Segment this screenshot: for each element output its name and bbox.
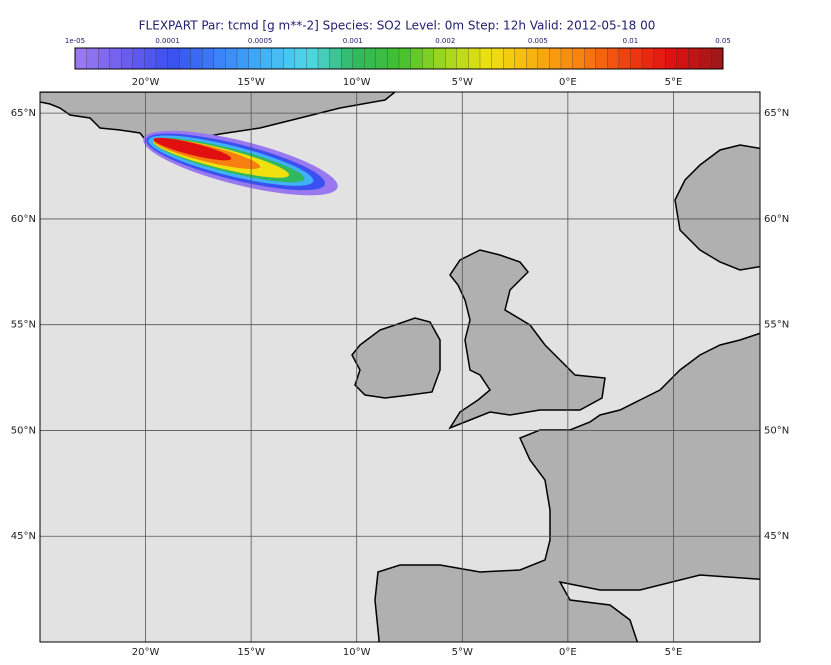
lat-label: 50°N [764, 425, 789, 436]
lat-label: 50°N [11, 425, 36, 436]
lon-label: 20°W [132, 77, 160, 88]
colorbar-cell [491, 47, 504, 70]
lat-label: 60°N [11, 214, 36, 225]
colorbar-cell [595, 47, 608, 70]
colorbar-cell [468, 47, 481, 70]
colorbar-cell [410, 47, 423, 70]
colorbar-cell [352, 47, 365, 70]
colorbar-cell [317, 47, 331, 70]
colorbar-label: 1e-05 [65, 37, 85, 45]
colorbar-cell [699, 47, 712, 70]
colorbar-label: 0.01 [623, 37, 639, 45]
colorbar-cell [167, 47, 180, 70]
ireland [351, 317, 441, 399]
colorbar-label: 0.002 [435, 37, 455, 45]
colorbar-cell [74, 47, 88, 70]
colorbar-cell [653, 47, 666, 70]
lon-label: 5°E [665, 647, 683, 658]
norway [674, 144, 760, 271]
lon-label: 0°E [559, 77, 577, 88]
colorbar-cell [688, 47, 701, 70]
colorbar-cell [514, 47, 527, 70]
colorbar-cell [433, 47, 446, 70]
colorbar-cell [178, 47, 192, 70]
title: FLEXPART Par: tcmd [g m**-2] Species: SO… [139, 19, 656, 33]
colorbar-cell [283, 47, 296, 70]
plume [143, 130, 338, 196]
colorbar-cell [213, 47, 226, 70]
lat-label: 45°N [764, 531, 789, 542]
colorbar-cell [259, 47, 273, 70]
lon-label: 5°W [452, 77, 473, 88]
map [40, 92, 760, 642]
colorbar-cell [572, 47, 585, 70]
colorbar-cell [271, 47, 284, 70]
lat-label: 65°N [764, 108, 789, 119]
colorbar-label: 0.0005 [248, 37, 273, 45]
colorbar-label: 0.0001 [155, 37, 180, 45]
colorbar-cell [86, 47, 99, 70]
mediterranean [558, 574, 760, 642]
colorbar-label: 0.001 [343, 37, 363, 45]
lon-label: 10°W [343, 77, 371, 88]
colorbar-cell [329, 47, 342, 70]
colorbar-cell [155, 47, 169, 70]
colorbar-cell [294, 47, 307, 70]
colorbar-cell [479, 47, 493, 70]
colorbar-cell [190, 47, 203, 70]
colorbar-cell [97, 47, 111, 70]
lat-label: 45°N [11, 531, 36, 542]
lon-label: 0°E [559, 647, 577, 658]
lon-label: 20°W [132, 647, 160, 658]
lon-label: 5°E [665, 77, 683, 88]
colorbar-cell [537, 47, 550, 70]
lon-label: 5°W [452, 647, 473, 658]
colorbar-cell [502, 47, 516, 70]
colorbar-cell [641, 47, 655, 70]
colorbar-cell [583, 47, 597, 70]
colorbar-cell [445, 47, 458, 70]
lat-label: 60°N [764, 214, 789, 225]
colorbar-cell [456, 47, 469, 70]
colorbar-cell [109, 47, 122, 70]
lat-label: 65°N [11, 108, 36, 119]
colorbar-cell [664, 47, 678, 70]
lon-label: 15°W [237, 77, 265, 88]
colorbar-cell [375, 47, 388, 70]
colorbar-cell [364, 47, 377, 70]
colorbar-cell [340, 47, 354, 70]
colorbar-cell [225, 47, 238, 70]
lon-label: 10°W [343, 647, 371, 658]
colorbar-cell [421, 47, 435, 70]
colorbar-cell [121, 47, 134, 70]
colorbar-cell [144, 47, 157, 70]
colorbar-label: 0.005 [528, 37, 548, 45]
colorbar-cell [398, 47, 412, 70]
colorbar-cell [618, 47, 631, 70]
colorbar-cell [306, 47, 319, 70]
colorbar-cell [387, 47, 400, 70]
colorbar-cell [132, 47, 145, 70]
colorbar-cell [676, 47, 689, 70]
colorbar-cell [711, 47, 724, 70]
colorbar-cell [607, 47, 620, 70]
colorbar-border [74, 47, 724, 70]
frame [39, 91, 761, 643]
lat-label: 55°N [764, 320, 789, 331]
colorbar: 1e-05 0.0001 0.0005 0.001 0.002 0.005 0.01 0.05 [65, 37, 731, 70]
colorbar-cell [549, 47, 562, 70]
lon-label: 15°W [237, 647, 265, 658]
colorbar-cell [236, 47, 250, 70]
great-britain [448, 249, 606, 430]
colorbar-cell [630, 47, 643, 70]
lat-label: 55°N [11, 320, 36, 331]
colorbar-cell [202, 47, 215, 70]
colorbar-cell [248, 47, 261, 70]
colorbar-cell [526, 47, 539, 70]
colorbar-cell [560, 47, 574, 70]
colorbar-label: 0.05 [715, 37, 731, 45]
